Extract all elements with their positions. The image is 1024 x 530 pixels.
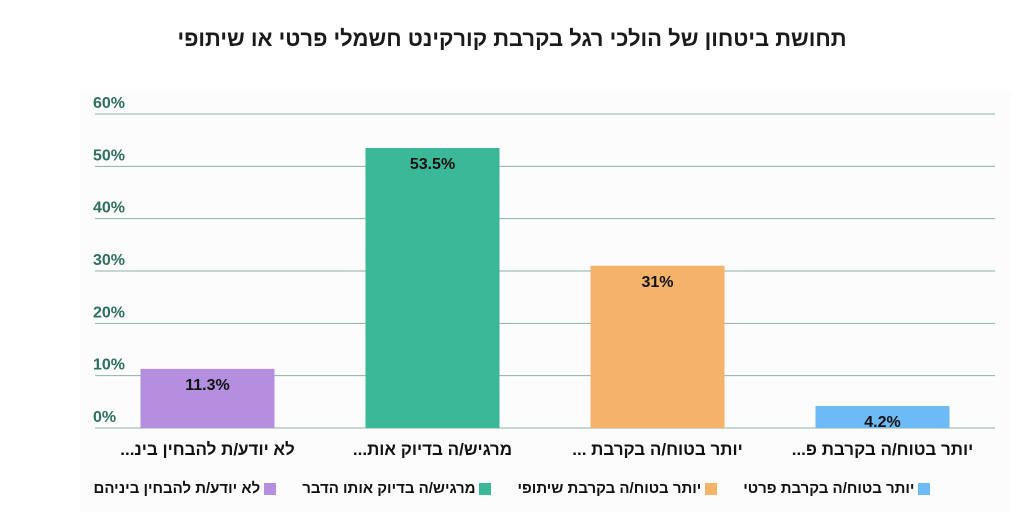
- bar: [140, 368, 275, 428]
- legend-swatch: [479, 482, 492, 495]
- legend-swatch: [705, 482, 718, 495]
- legend-label: יותר בטוח/ה בקרבת פרטי: [743, 480, 915, 497]
- legend-swatch: [918, 482, 931, 495]
- legend-item: יותר בטוח/ה בקרבת פרטי: [743, 480, 931, 497]
- y-tick-label: 20%: [93, 304, 125, 321]
- bar: [815, 406, 950, 428]
- legend-item: לא יודע/ת להבחין ביניהם: [94, 480, 277, 497]
- bar: [590, 265, 725, 428]
- y-tick-label: 60%: [93, 95, 125, 112]
- y-tick-label: 0%: [93, 409, 116, 426]
- data-label: 11.3%: [185, 377, 229, 394]
- data-label: 31%: [641, 274, 673, 291]
- data-label: 4.2%: [864, 414, 900, 431]
- x-category-label: יותר בטוח/ה בקרבת פ...: [792, 440, 974, 459]
- bar: [365, 148, 500, 428]
- legend-swatch: [264, 482, 277, 495]
- x-category-label: לא יודע/ת להבחין בינ...: [120, 440, 295, 459]
- x-category-label: מרגיש/ה בדיוק אות...: [353, 440, 512, 459]
- plot-background: [80, 92, 1010, 512]
- data-label: 53.5%: [410, 156, 455, 173]
- y-tick-label: 10%: [93, 357, 125, 374]
- legend-item: יותר בטוח/ה בקרבת שיתופי: [517, 480, 718, 497]
- x-category-label: יותר בטוח/ה בקרבת ...: [572, 440, 742, 459]
- chart-title: תחושת ביטחון של הולכי רגל בקרבת קורקינט …: [177, 26, 847, 51]
- legend-item: מרגיש/ה בדיוק אותו הדבר: [302, 480, 492, 497]
- y-tick-label: 40%: [93, 200, 125, 217]
- legend-label: יותר בטוח/ה בקרבת שיתופי: [517, 480, 702, 497]
- legend-label: לא יודע/ת להבחין ביניהם: [93, 480, 261, 497]
- legend-label: מרגיש/ה בדיוק אותו הדבר: [302, 480, 476, 497]
- y-tick-label: 50%: [93, 147, 125, 164]
- y-tick-label: 30%: [93, 252, 125, 269]
- chart-legend: לא יודע/ת להבחין ביניהם מרגיש/ה בדיוק אות…: [0, 480, 1024, 497]
